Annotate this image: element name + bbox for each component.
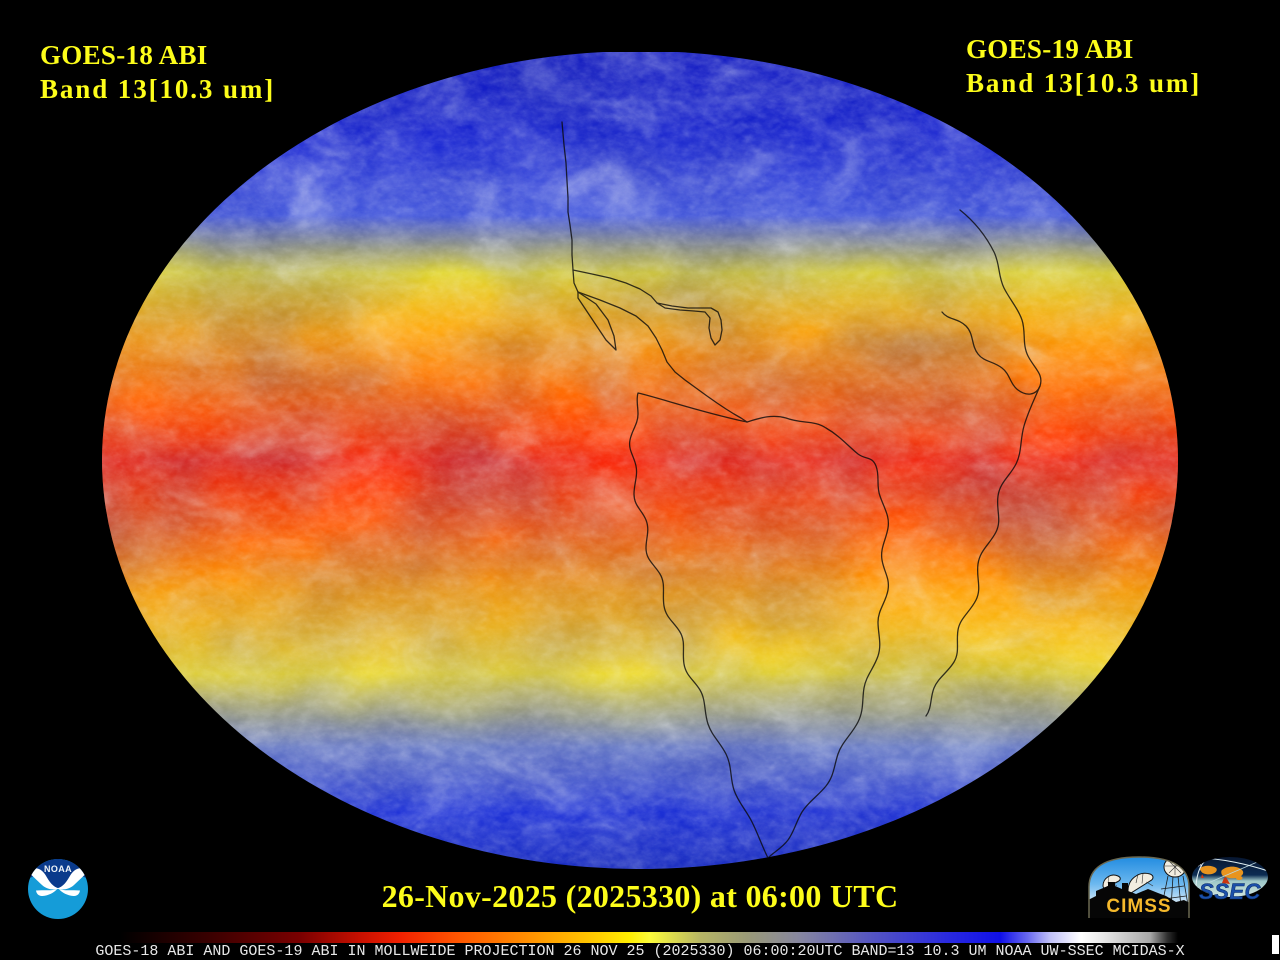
svg-text:SSEC: SSEC xyxy=(1199,879,1262,904)
svg-text:NOAA: NOAA xyxy=(44,864,72,874)
svg-text:CIMSS: CIMSS xyxy=(1106,896,1171,917)
